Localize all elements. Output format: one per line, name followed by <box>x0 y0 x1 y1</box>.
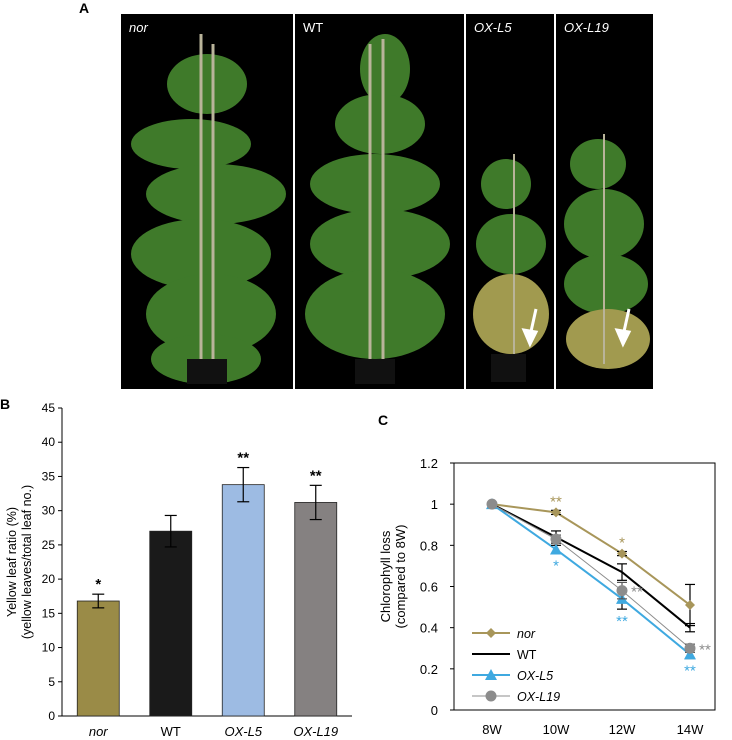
data-point <box>550 543 562 555</box>
significance-label: ** <box>550 493 562 510</box>
photo-ox-l5: OX-L5 <box>466 14 554 389</box>
y-tick-label: 1.2 <box>420 456 438 471</box>
y-tick-label: 0 <box>431 703 438 718</box>
panel-b-letter: B <box>0 396 11 412</box>
data-point <box>617 548 627 559</box>
photo-label-nor: nor <box>129 20 148 35</box>
y-tick-label: 40 <box>42 435 56 449</box>
x-tick-label: OX-L19 <box>293 724 338 739</box>
legend-label: OX-L5 <box>517 669 553 683</box>
series-line <box>491 503 691 649</box>
plant-illustration-nor <box>121 14 293 389</box>
bar <box>76 600 120 717</box>
series-line <box>491 503 691 606</box>
significance-label: ** <box>631 584 643 601</box>
x-tick-label: 12W <box>609 722 636 737</box>
significance-label: * <box>95 576 101 593</box>
y-tick-label: 10 <box>42 641 56 655</box>
photo-ox-l19: OX-L19 <box>556 14 653 389</box>
line-chart-chlorophyll-loss: 0 0.2 0.4 0.6 0.8 1 1.2 Chlorophyll loss (compar… <box>378 456 716 737</box>
data-point <box>684 648 696 660</box>
y-tick-label: 15 <box>42 606 56 620</box>
bar <box>221 484 265 717</box>
y-tick-label: 0.6 <box>420 580 438 595</box>
legend-label: nor <box>517 627 536 641</box>
data-point <box>616 585 628 597</box>
photo-label-wt: WT <box>303 20 324 35</box>
y-tick-label: 1 <box>431 497 438 512</box>
y-axis-title-secondary: (compared to 8W) <box>393 524 408 628</box>
series-line <box>491 503 691 656</box>
panel-a-letter: A <box>79 0 90 16</box>
x-tick-label: 14W <box>677 722 704 737</box>
plant-illustration-ox-l5 <box>466 14 554 389</box>
photo-divider <box>293 14 295 389</box>
plant-photos: nor WT <box>121 14 653 389</box>
legend-label: OX-L19 <box>517 690 560 704</box>
y-tick-label: 35 <box>42 469 56 483</box>
y-tick-label: 25 <box>42 538 56 552</box>
x-tick-label: 10W <box>543 722 570 737</box>
y-axis-title: Yellow leaf ratio (%) <box>5 507 19 617</box>
y-tick-label: 0 <box>48 709 55 723</box>
data-point <box>684 642 696 654</box>
arrow-icon <box>521 308 539 348</box>
legend-label: WT <box>517 648 537 662</box>
x-tick-label: OX-L5 <box>224 724 262 739</box>
photo-label-ox-l5: OX-L5 <box>474 20 512 35</box>
significance-label: ** <box>616 613 628 630</box>
y-tick-label: 45 <box>42 401 56 415</box>
bar-chart-yellow-leaf-ratio: 0 5 10 15 20 25 30 35 40 45 Yellow leaf ratio (%)(… <box>5 401 352 739</box>
significance-label: ** <box>237 450 249 467</box>
significance-label: ** <box>310 467 322 484</box>
x-tick-label: WT <box>161 724 181 739</box>
photo-wt: WT <box>295 14 464 389</box>
legend-marker <box>485 669 497 680</box>
data-point <box>486 498 498 510</box>
photo-label-ox-l19: OX-L19 <box>564 20 609 35</box>
panel-c-letter: C <box>378 412 389 428</box>
y-axis-title: Chlorophyll loss <box>378 530 393 622</box>
legend-marker <box>485 690 497 702</box>
y-tick-label: 0.8 <box>420 538 438 553</box>
y-tick-label: 30 <box>42 504 56 518</box>
plant-illustration-ox-l19 <box>556 14 653 389</box>
arrow-icon <box>614 308 632 348</box>
y-tick-label: 0.2 <box>420 662 438 677</box>
y-tick-label: 20 <box>42 572 56 586</box>
significance-label: * <box>553 558 559 575</box>
significance-label: * <box>619 535 625 552</box>
data-point <box>685 600 695 611</box>
series-line <box>491 503 691 629</box>
significance-label: ** <box>699 641 711 658</box>
significance-label: ** <box>684 663 696 680</box>
photo-divider <box>464 14 466 389</box>
photo-divider <box>554 14 556 389</box>
y-tick-label: 5 <box>48 675 55 689</box>
photo-nor: nor <box>121 14 293 389</box>
x-tick-label: 8W <box>482 722 502 737</box>
legend-marker <box>486 628 496 638</box>
y-axis-title-secondary: (yellow leaves/total leaf no.) <box>20 485 34 639</box>
y-tick-label: 0.4 <box>420 621 438 636</box>
bar <box>294 502 338 717</box>
data-point <box>550 533 562 545</box>
plant-illustration-wt <box>295 14 464 389</box>
x-tick-label: nor <box>89 724 108 739</box>
bar <box>149 530 193 717</box>
